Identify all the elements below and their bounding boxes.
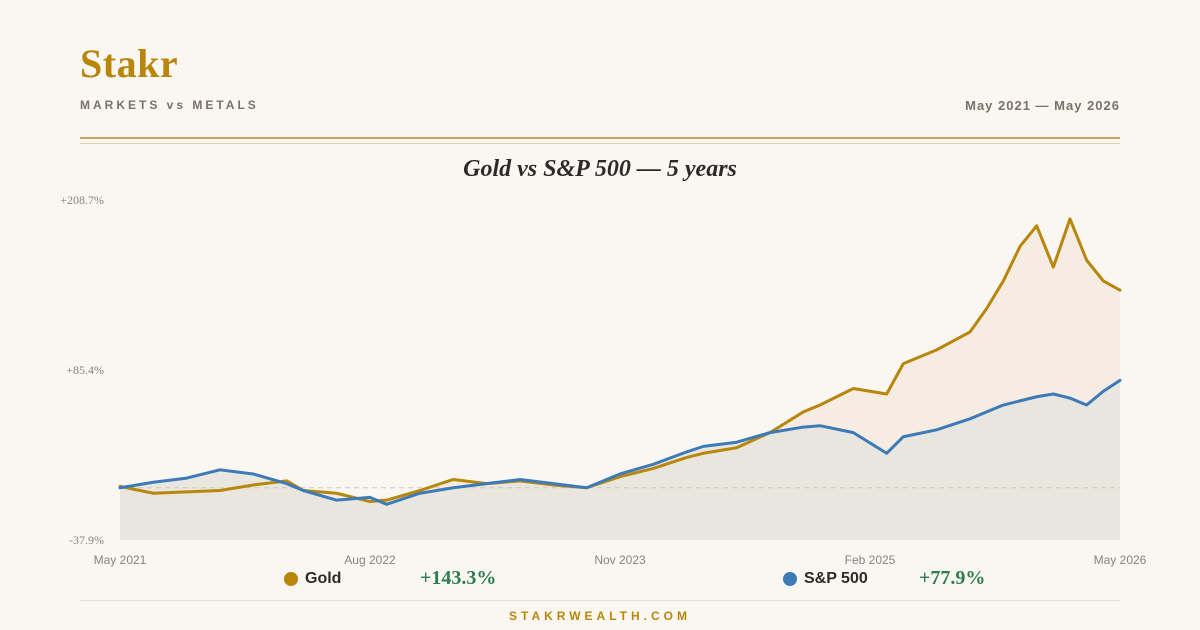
y-tick-label: -37.9% [69,533,104,547]
brand-logo: Stakr [80,41,179,86]
x-tick-label: May 2026 [1094,553,1147,567]
footer-divider [80,600,1120,601]
header-divider-thin [80,143,1120,144]
legend-label-sp500: S&P 500 [804,570,868,587]
x-tick-label: May 2021 [94,553,147,567]
legend-return-sp500: +77.9% [919,567,986,589]
x-tick-label: Aug 2022 [344,553,396,567]
legend-dot-gold [284,572,298,586]
series-line-s-p-500 [118,378,1122,506]
chart-title: Gold vs S&P 500 — 5 years [463,156,737,182]
x-tick-label: Nov 2023 [594,553,646,567]
footer-domain: STAKRWEALTH.COM [509,609,691,623]
y-tick-label: +85.4% [66,363,104,377]
date-range: May 2021 — May 2026 [965,98,1120,113]
page-subtitle: MARKETS vs METALS [80,98,259,112]
legend-dot-sp500 [783,572,797,586]
y-tick-label: +208.7% [60,193,104,207]
legend-return-gold: +143.3% [420,567,497,589]
legend-label-gold: Gold [305,570,342,587]
header-divider [80,137,1120,139]
x-tick-label: Feb 2025 [845,553,896,567]
line-chart: +208.7% +85.4% -37.9% May 2021 Aug 2022 Nov 2… [60,193,1147,567]
